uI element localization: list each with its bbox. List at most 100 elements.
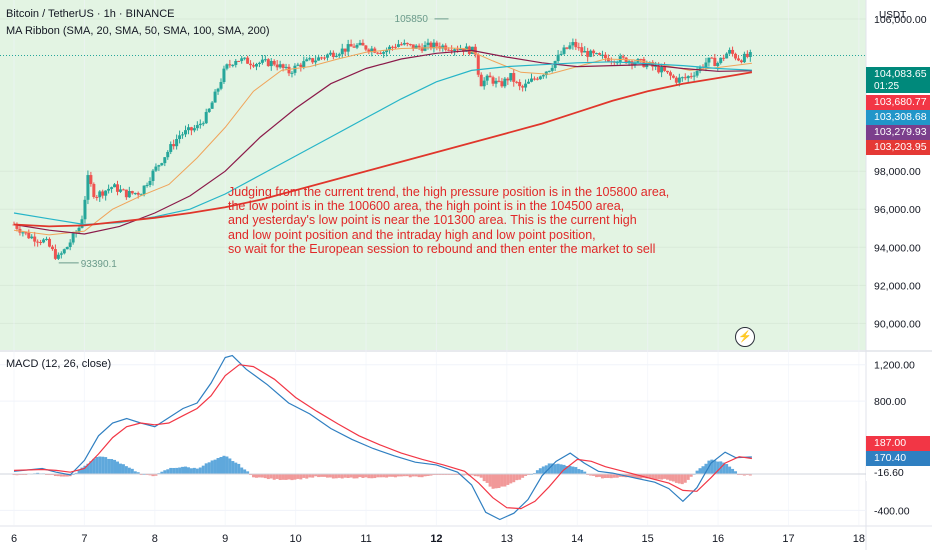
macd-histogram-bar xyxy=(216,458,220,475)
macd-histogram-bar xyxy=(657,474,661,480)
candle-body xyxy=(68,242,72,247)
macd-histogram-bar xyxy=(521,474,525,478)
bar-countdown-tag: 01:25 xyxy=(866,81,930,93)
analysis-annotation: Judging from the current trend, the high… xyxy=(228,185,670,256)
candle-body xyxy=(408,43,412,45)
macd-histogram-bar xyxy=(257,474,261,478)
candle-body xyxy=(393,46,397,48)
indicator-title[interactable]: MA Ribbon (SMA, 20, SMA, 50, SMA, 100, S… xyxy=(6,25,270,37)
macd-histogram-bar xyxy=(104,457,108,475)
candle-body xyxy=(660,66,664,73)
macd-histogram-bar xyxy=(98,456,102,475)
candle-body xyxy=(328,52,332,55)
candle-body xyxy=(725,53,729,59)
candle-body xyxy=(494,80,498,84)
candle-body xyxy=(680,77,684,79)
candle-body xyxy=(207,108,211,112)
candle-body xyxy=(163,157,167,164)
macd-histogram-bar xyxy=(328,474,332,478)
candle-body xyxy=(47,238,51,247)
macd-histogram-bar xyxy=(742,474,746,476)
macd-histogram-bar xyxy=(660,474,664,480)
macd-histogram-bar xyxy=(509,474,513,484)
macd-histogram-bar xyxy=(583,471,587,475)
macd-histogram-bar xyxy=(121,464,125,475)
candle-body xyxy=(745,53,749,57)
candle-body xyxy=(98,191,102,198)
macd-histogram-bar xyxy=(476,474,480,477)
macd-histogram-bar xyxy=(314,474,318,477)
macd-histogram-bar xyxy=(325,474,329,478)
macd-histogram-bar xyxy=(77,470,81,475)
candle-body xyxy=(663,66,667,71)
candle-body xyxy=(592,50,596,54)
macd-histogram-bar xyxy=(322,474,326,477)
candle-body xyxy=(624,57,628,64)
candle-body xyxy=(488,75,492,78)
candle-body xyxy=(429,42,433,49)
lightning-icon[interactable]: ⚡ xyxy=(735,327,755,347)
macd-histogram-bar xyxy=(556,463,560,475)
macd-histogram-bar xyxy=(148,474,152,476)
candle-body xyxy=(402,42,406,45)
macd-histogram-bar xyxy=(272,474,276,480)
macd-histogram-bar xyxy=(701,466,705,475)
macd-histogram-bar xyxy=(627,474,631,477)
macd-histogram-bar xyxy=(107,458,111,475)
macd-histogram-bar xyxy=(568,465,572,475)
candle-body xyxy=(541,75,545,77)
macd-histogram-bar xyxy=(553,464,557,475)
candle-body xyxy=(586,50,590,57)
candle-body xyxy=(77,227,81,233)
candle-body xyxy=(24,232,28,234)
candle-body xyxy=(503,78,507,87)
signal-line xyxy=(13,364,752,510)
macd-histogram-bar xyxy=(748,474,752,476)
candle-body xyxy=(420,47,424,51)
candle-body xyxy=(110,187,114,189)
macd-histogram-bar xyxy=(426,474,430,476)
macd-histogram-bar xyxy=(464,474,468,476)
candle-body xyxy=(411,44,415,49)
candle-body xyxy=(113,184,117,188)
candle-body xyxy=(710,57,714,59)
candle-body xyxy=(296,64,300,66)
macd-histogram-bar xyxy=(234,462,238,475)
macd-histogram-bar xyxy=(154,474,158,476)
sma-line-sma20 xyxy=(13,47,752,236)
macd-histogram-bar xyxy=(524,474,528,476)
candle-body xyxy=(512,73,516,82)
candle-body xyxy=(479,74,483,87)
macd-histogram-bar xyxy=(376,474,380,478)
macd-histogram-bar xyxy=(115,461,119,475)
currency-label[interactable]: USDT xyxy=(879,10,907,21)
macd-histogram-bar xyxy=(175,467,179,475)
sma50-value-tag: 103,279.93 xyxy=(866,125,930,140)
macd-histogram-bar xyxy=(169,467,173,475)
macd-histogram-bar xyxy=(420,474,424,478)
macd-histogram-bar xyxy=(260,474,264,478)
candle-body xyxy=(571,42,575,46)
macd-histogram-bar xyxy=(574,467,578,475)
candle-body xyxy=(334,55,338,57)
macd-histogram-bar xyxy=(595,474,599,478)
macd-histogram-bar xyxy=(535,470,539,475)
macd-histogram-bar xyxy=(305,474,309,479)
candle-body xyxy=(476,54,480,75)
candle-body xyxy=(544,71,548,76)
macd-histogram-bar xyxy=(198,467,202,475)
macd-title[interactable]: MACD (12, 26, close) xyxy=(6,358,112,370)
macd-histogram-bar xyxy=(340,474,344,479)
macd-histogram-bar xyxy=(633,474,637,478)
candle-body xyxy=(668,72,672,76)
candle-body xyxy=(30,236,34,239)
symbol-title[interactable]: Bitcoin / TetherUS · 1h · BINANCE xyxy=(6,8,175,20)
candle-body xyxy=(186,127,190,131)
macd-histogram-bar xyxy=(130,468,134,475)
macd-histogram-bar xyxy=(219,456,223,475)
candle-body xyxy=(240,58,244,61)
candle-body xyxy=(515,81,519,83)
candle-body xyxy=(151,170,155,181)
macd-histogram-bar xyxy=(565,465,569,475)
